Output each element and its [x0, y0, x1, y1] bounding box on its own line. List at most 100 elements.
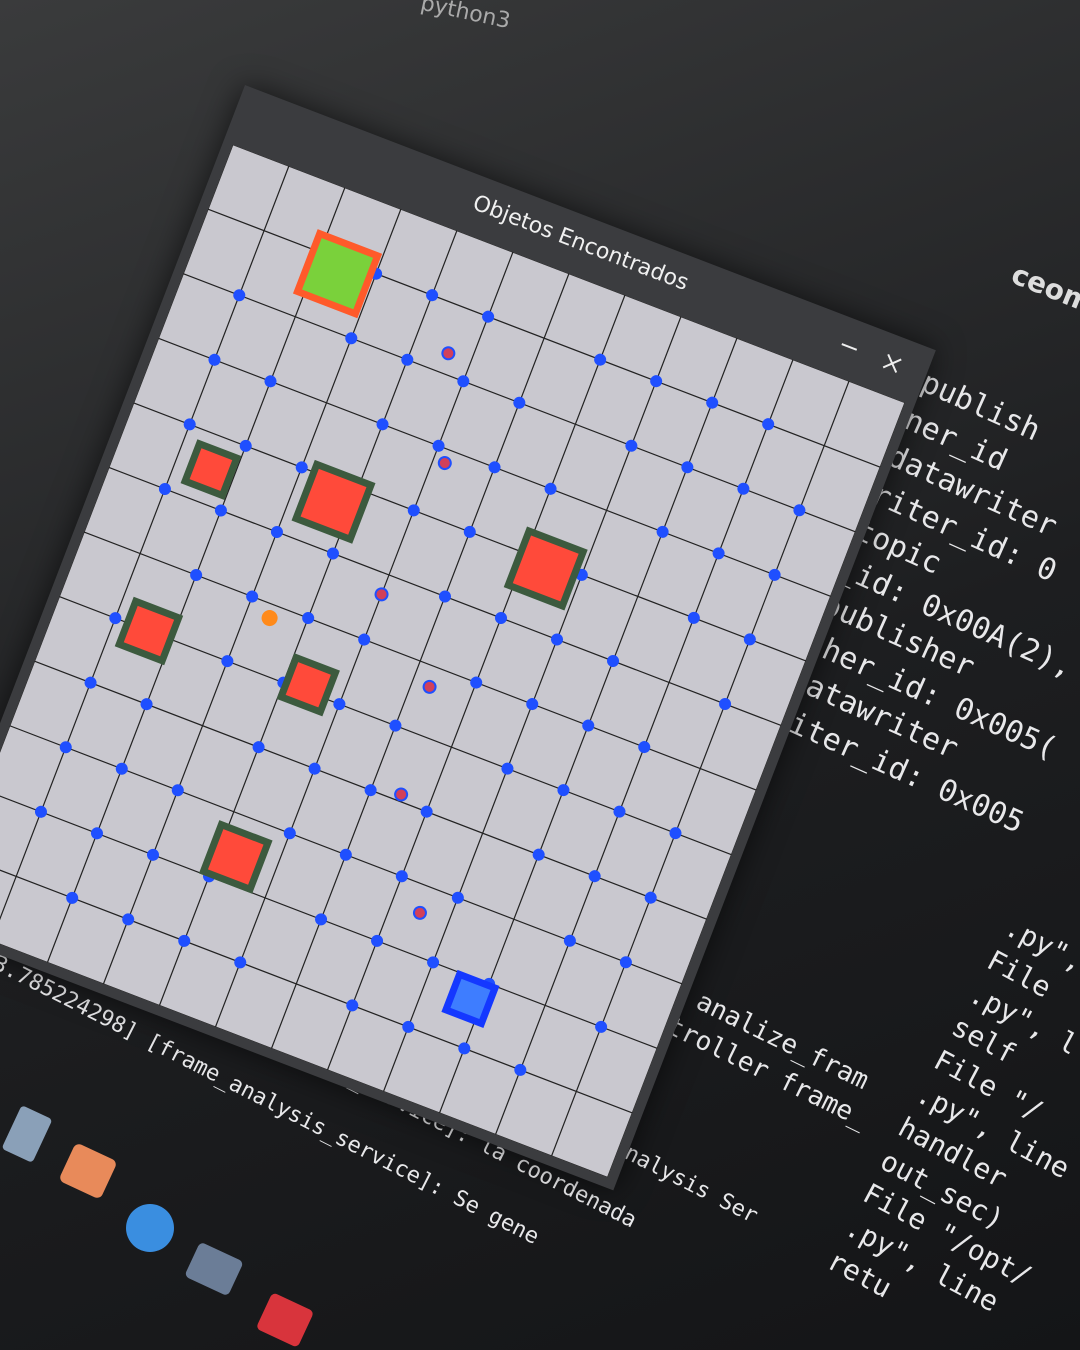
grid-point	[221, 655, 234, 668]
grid-point	[681, 461, 694, 474]
grid-point	[438, 590, 451, 603]
grid-point	[358, 633, 371, 646]
grid-point	[638, 741, 651, 754]
grid-point	[544, 482, 557, 495]
grid-point	[737, 482, 750, 495]
grid-point	[712, 547, 725, 560]
minimize-button[interactable]	[834, 331, 865, 362]
marked-point	[441, 346, 456, 361]
grid-point	[326, 547, 339, 560]
grid-point	[389, 719, 402, 732]
grid-point	[762, 418, 775, 431]
grid-point	[234, 956, 247, 969]
grid-point	[687, 611, 700, 624]
grid-point	[656, 525, 669, 538]
grid-point	[158, 482, 171, 495]
grid-point	[264, 375, 277, 388]
grid-point	[376, 418, 389, 431]
detected-object	[180, 439, 242, 500]
grid-point	[371, 934, 384, 947]
detected-object	[291, 459, 376, 544]
grid-point	[246, 590, 259, 603]
grid-point	[270, 525, 283, 538]
grid-point	[402, 1020, 415, 1033]
grid-point	[595, 1020, 608, 1033]
grid-point	[315, 913, 328, 926]
grid-point	[582, 719, 595, 732]
grid-point	[59, 741, 72, 754]
grid-point	[650, 375, 663, 388]
grid-point	[458, 1042, 471, 1055]
grid-line	[607, 402, 906, 1178]
grid-point	[66, 891, 79, 904]
grid-point	[420, 805, 433, 818]
grid-point	[302, 612, 315, 625]
grid-point	[178, 934, 191, 947]
grid-point	[345, 332, 358, 345]
grid-point	[457, 375, 470, 388]
grid-point	[233, 289, 246, 302]
grid-point	[140, 698, 153, 711]
grid-point	[613, 805, 626, 818]
grid-point	[588, 870, 601, 883]
app-title: python3	[418, 0, 513, 35]
detected-object	[292, 229, 383, 319]
detected-object	[503, 526, 588, 611]
grid-line	[0, 918, 608, 1178]
grid-point	[563, 934, 576, 947]
grid-point	[426, 289, 439, 302]
grid-point	[84, 676, 97, 689]
grid-point	[115, 762, 128, 775]
grid-point	[557, 784, 570, 797]
grid-point	[706, 396, 719, 409]
grid-point	[427, 956, 440, 969]
grid-point	[526, 698, 539, 711]
marked-point	[422, 679, 437, 694]
grid-point	[488, 461, 501, 474]
grid-point	[719, 697, 732, 710]
grid-point	[495, 611, 508, 624]
detected-object	[276, 653, 340, 717]
grid-point	[669, 827, 682, 840]
grid-point	[793, 504, 806, 517]
grid-point	[90, 827, 103, 840]
grid-point	[514, 1063, 527, 1076]
marked-point	[437, 456, 452, 471]
grid-point	[239, 439, 252, 452]
detected-object	[198, 820, 273, 894]
grid-point	[768, 568, 781, 581]
grid-point	[594, 353, 607, 366]
window: Objetos Encontrados	[0, 85, 936, 1191]
grid-point	[208, 353, 221, 366]
grid-point	[532, 848, 545, 861]
grid-point	[308, 762, 321, 775]
grid-point	[171, 784, 184, 797]
side-label: ceom	[1006, 257, 1080, 320]
detected-object	[114, 596, 184, 666]
marked-point	[374, 587, 389, 602]
grid-point	[644, 891, 657, 904]
marked-point	[412, 905, 427, 920]
grid-point	[283, 827, 296, 840]
grid-point	[607, 654, 620, 667]
detected-object	[261, 610, 278, 627]
grid-point	[395, 870, 408, 883]
close-button[interactable]	[877, 348, 908, 379]
grid-point	[252, 741, 265, 754]
grid-point	[625, 439, 638, 452]
grid-point	[147, 848, 160, 861]
grid-point	[501, 762, 514, 775]
grid-point	[401, 353, 414, 366]
grid-point	[482, 310, 495, 323]
grid-point	[743, 633, 756, 646]
grid-point	[122, 913, 135, 926]
grid-point	[551, 633, 564, 646]
grid-point	[34, 805, 47, 818]
grid-point	[333, 698, 346, 711]
grid-point	[183, 418, 196, 431]
marked-point	[394, 787, 409, 802]
grid-point	[364, 784, 377, 797]
grid-image	[0, 144, 906, 1178]
grid-point	[470, 676, 483, 689]
